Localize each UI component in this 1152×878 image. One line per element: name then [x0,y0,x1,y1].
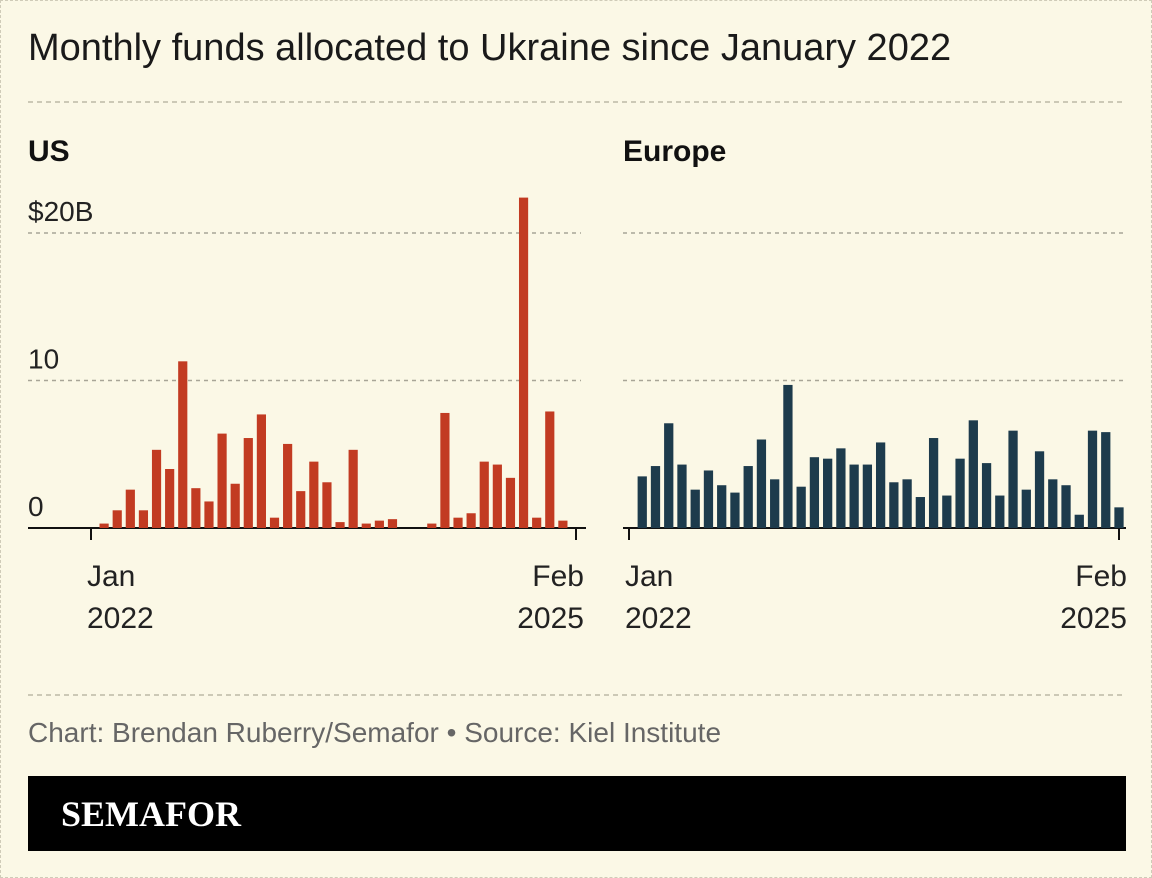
bar [783,384,793,528]
bar [703,470,714,528]
bar [348,449,358,528]
page-title: Monthly funds allocated to Ukraine since… [28,27,951,69]
bar [545,411,555,528]
bar [1034,451,1045,528]
bar [1008,430,1018,528]
bar [955,458,965,528]
bar [99,523,109,528]
bar [743,466,753,528]
y-tick-label: 0 [28,491,44,522]
bar [374,520,384,528]
bar [942,495,952,528]
panel-title: Europe [623,135,726,168]
bar [717,485,727,528]
bar [505,477,516,528]
bar [796,486,806,528]
bar [427,523,437,528]
bar [269,517,280,528]
panel-title: US [28,135,70,168]
bar [335,522,345,528]
bar [322,482,332,528]
bar [995,495,1005,528]
bar [928,438,939,528]
bar [204,501,214,528]
bar [256,414,266,528]
bar [664,423,674,528]
bar [770,479,780,528]
x-tick-label: Feb 2025 [1060,560,1127,635]
bar [532,517,542,528]
bar [809,457,820,528]
bar [1087,430,1098,528]
bar [1114,507,1124,528]
bar [1021,489,1031,528]
bar [453,517,463,528]
x-tick-label: Feb 2025 [517,560,584,635]
bar [217,433,227,528]
brand-bar [28,776,1126,851]
brand: SEMAFOR [61,794,242,834]
bar [889,482,899,528]
bar [191,488,201,528]
bar [558,520,568,528]
bar [518,197,529,528]
x-tick-label: Jan 2022 [87,560,154,635]
y-tick-label: $20B [28,196,93,227]
bar [968,420,978,528]
x-tick-label: Jan 2022 [625,560,692,635]
bar [902,479,912,528]
bar [1061,485,1071,528]
bar [479,461,489,528]
bar [125,489,135,528]
bar [823,458,833,528]
credit: Chart: Brendan Ruberry/Semafor • Source:… [28,717,721,748]
bar [296,491,306,528]
y-tick-label: 10 [28,344,59,375]
bar [151,449,162,528]
bar [981,463,992,528]
bar [862,464,873,528]
bar [361,523,371,528]
bar [283,443,293,528]
bar [243,438,253,528]
bar [690,489,700,528]
bar [730,492,740,528]
bar [677,464,687,528]
bar [875,442,886,528]
bar [230,483,240,528]
bar [165,469,175,528]
bar [387,519,398,528]
bar [1048,479,1058,528]
bar [849,464,859,528]
bar [178,361,188,528]
bar [440,412,450,528]
bar [836,448,846,528]
bar [650,466,661,528]
bar [1101,432,1111,528]
bar [915,497,925,528]
bar [112,510,122,528]
bar [138,510,149,528]
bar [637,476,647,528]
bar [492,464,502,528]
bar [309,461,319,528]
bar [1074,514,1084,528]
bar [466,513,476,528]
bar [756,439,767,528]
